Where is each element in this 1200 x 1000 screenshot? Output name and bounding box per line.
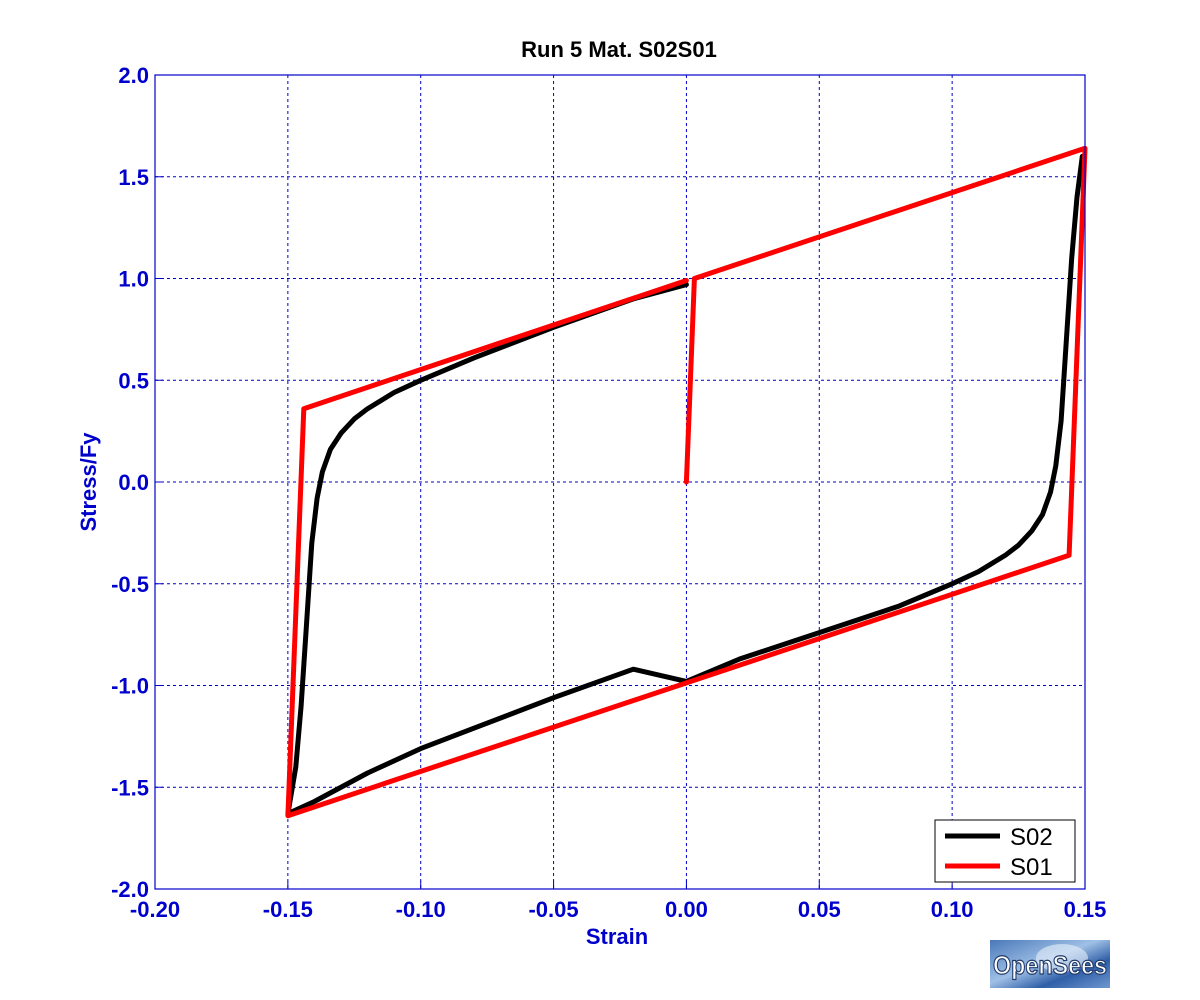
- x-tick-labels: -0.20 -0.15 -0.10 -0.05 0.00 0.05 0.10 0.15: [130, 881, 1106, 922]
- y-tick-label: -1.5: [111, 775, 149, 800]
- y-tick-labels: -2.0 -1.5 -1.0 -0.5 0.0 0.5 1.0 1.5 2.0: [111, 63, 163, 902]
- x-tick-label: -0.15: [263, 897, 313, 922]
- x-tick-label: 0.15: [1064, 897, 1107, 922]
- x-tick-label: -0.10: [396, 897, 446, 922]
- legend: S02 S01: [934, 819, 1076, 883]
- x-tick-label: 0.10: [931, 897, 974, 922]
- y-tick-label: 0.0: [118, 470, 149, 495]
- y-tick-label: 2.0: [118, 63, 149, 88]
- legend-label-s02: S02: [1010, 824, 1053, 851]
- y-tick-label: -2.0: [111, 877, 149, 902]
- series-line-s01: [285, 145, 1088, 819]
- series-layer: [285, 145, 1088, 819]
- x-tick-label: -0.05: [528, 897, 578, 922]
- y-axis-label: Stress/Fy: [76, 432, 101, 532]
- y-tick-label: 0.5: [118, 368, 149, 393]
- x-tick-label: 0.05: [798, 897, 841, 922]
- y-tick-label: -1.0: [111, 674, 149, 699]
- y-tick-label: -0.5: [111, 572, 149, 597]
- x-tick-label: 0.00: [665, 897, 708, 922]
- opensees-logo: OpenSees: [990, 940, 1110, 988]
- series-line-s02: [285, 153, 1085, 817]
- x-axis-label: Strain: [586, 924, 648, 949]
- legend-box: [934, 819, 1076, 883]
- y-tick-label: 1.5: [118, 165, 149, 190]
- x-tick-label: -0.20: [130, 897, 180, 922]
- legend-label-s01: S01: [1010, 854, 1053, 881]
- chart-title: Run 5 Mat. S02S01: [521, 37, 717, 62]
- grid: [155, 75, 1085, 889]
- logo-cloud: [1036, 944, 1088, 972]
- logo-text: OpenSees: [993, 950, 1107, 980]
- y-tick-label: 1.0: [118, 267, 149, 292]
